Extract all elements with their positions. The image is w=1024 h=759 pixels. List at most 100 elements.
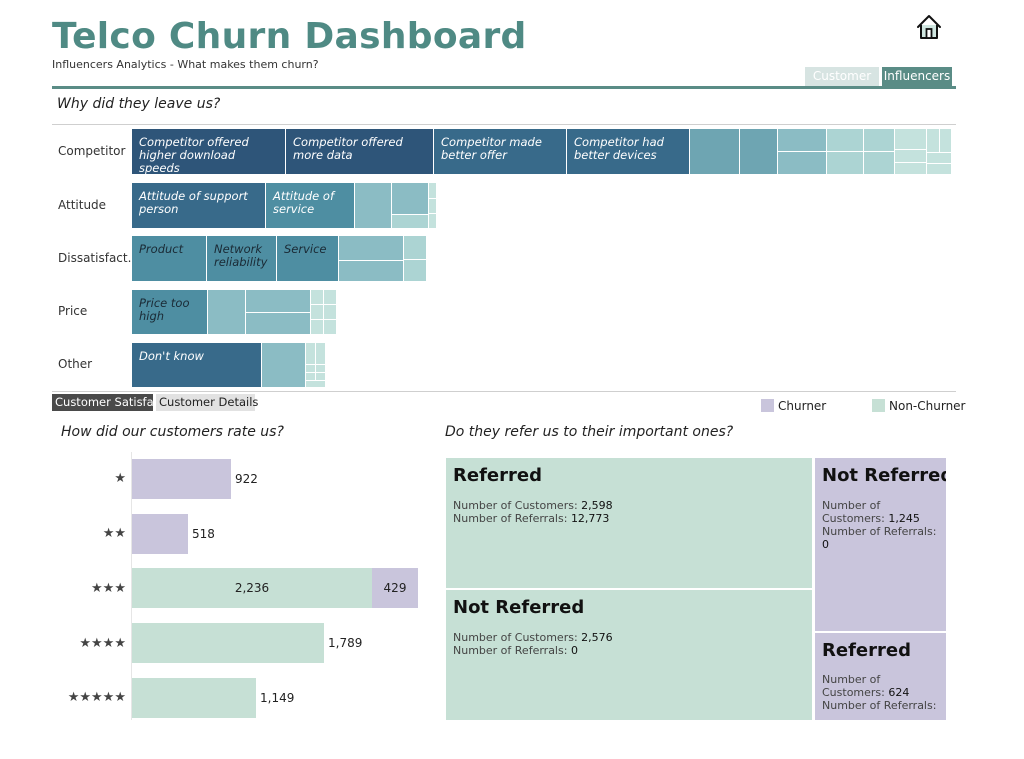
treemap-cell[interactable]: [306, 381, 326, 388]
treemap-cell[interactable]: [740, 129, 778, 175]
row-label-competitor: Competitor: [58, 144, 126, 158]
star-rating-1: ★: [114, 471, 126, 486]
referral-customers-line: Number of Customers: 624: [822, 673, 910, 699]
legend-swatch-non-churner: [872, 399, 885, 412]
treemap-cell[interactable]: [690, 129, 740, 175]
treemap-cell[interactable]: [316, 373, 326, 381]
treemap-cell[interactable]: [306, 365, 316, 373]
ratings-axis: [131, 452, 132, 720]
header-divider: [52, 86, 956, 89]
bar-non-churner[interactable]: [132, 678, 256, 718]
treemap-cell[interactable]: [827, 152, 864, 175]
treemap-cell[interactable]: [246, 313, 311, 335]
referral-block-churner-not-referred[interactable]: Not Referred Number of Customers: 1,245 N…: [815, 458, 946, 631]
treemap-cell[interactable]: [827, 129, 864, 152]
treemap-cell[interactable]: Competitor offered more data: [286, 129, 434, 175]
treemap-cell[interactable]: [208, 290, 246, 335]
treemap-cell[interactable]: Attitude of support person: [132, 183, 266, 229]
treemap-cell[interactable]: [392, 215, 429, 229]
treemap-cell[interactable]: [778, 129, 827, 152]
row-label-other: Other: [58, 357, 93, 371]
treemap-cell[interactable]: [404, 260, 427, 282]
treemap-cell[interactable]: [392, 183, 429, 215]
treemap-cell[interactable]: [311, 320, 324, 335]
treemap-cell[interactable]: [311, 290, 324, 305]
treemap-cell[interactable]: Don't know: [132, 343, 262, 388]
treemap-cell[interactable]: [895, 150, 927, 163]
treemap-cell[interactable]: [316, 343, 326, 365]
referral-block-non-churner-referred[interactable]: Referred Number of Customers: 2,598 Numb…: [446, 458, 812, 588]
treemap-cell[interactable]: [778, 152, 827, 175]
treemap-cell[interactable]: [306, 343, 316, 365]
referrals-question: Do they refer us to their important ones…: [445, 424, 734, 440]
tab-customer-details[interactable]: Customer Details: [156, 394, 258, 411]
treemap-cell[interactable]: [404, 236, 427, 260]
treemap-cell[interactable]: [262, 343, 306, 388]
treemap-cell[interactable]: [895, 163, 927, 175]
bar-value-label: 429: [383, 581, 407, 595]
treemap-cell[interactable]: [927, 164, 952, 175]
treemap-cell[interactable]: [306, 373, 316, 381]
treemap-cell[interactable]: [864, 129, 895, 152]
treemap-cell[interactable]: Price too high: [132, 290, 208, 335]
treemap-cell[interactable]: [324, 290, 337, 305]
referral-referrals-line: Number of Referrals: 12,773: [453, 512, 610, 525]
ratings-question: How did our customers rate us?: [61, 424, 284, 440]
home-icon[interactable]: [914, 13, 944, 41]
tab-influencers[interactable]: Influencers: [882, 67, 952, 86]
treemap-cell[interactable]: Product: [132, 236, 207, 282]
bar-non-churner[interactable]: [132, 623, 324, 663]
bar-churner[interactable]: [372, 568, 418, 608]
treemap-cell[interactable]: [429, 199, 437, 214]
treemap-cell[interactable]: [316, 365, 326, 373]
referral-block-churner-referred[interactable]: Referred Number of Customers: 624 Number …: [815, 633, 946, 720]
treemap-cell[interactable]: [927, 153, 952, 164]
treemap-cell[interactable]: [864, 152, 895, 175]
legend-swatch-churner: [761, 399, 774, 412]
bar-value-label: 1,789: [328, 636, 363, 650]
treemap-cell[interactable]: [429, 214, 437, 229]
treemap-cell[interactable]: [311, 305, 324, 320]
row-label-attitude: Attitude: [58, 198, 107, 212]
tab-customer-satisfaction[interactable]: Customer Satisfa..: [52, 394, 153, 411]
bar-non-churner[interactable]: [132, 568, 372, 608]
section-divider-bottom: [52, 391, 956, 392]
treemap-cell[interactable]: [895, 129, 927, 150]
referral-referrals-line: Number of Referrals:: [822, 699, 937, 712]
treemap-cell[interactable]: [339, 261, 404, 282]
referral-referrals-line: Number of Referrals: 0: [453, 644, 578, 657]
treemap-cell[interactable]: Competitor made better offer: [434, 129, 567, 175]
bar-churner[interactable]: [132, 459, 231, 499]
referral-block-title: Referred: [822, 640, 911, 661]
referral-block-non-churner-not-referred[interactable]: Not Referred Number of Customers: 2,576 …: [446, 590, 812, 720]
legend-label-churner: Churner: [778, 399, 827, 413]
treemap-cell[interactable]: [429, 183, 437, 199]
treemap-cell-label: Competitor had better devices: [574, 135, 664, 162]
treemap-cell[interactable]: [324, 320, 337, 335]
bar-value-label: 1,149: [260, 691, 295, 705]
star-rating-5: ★★★★★: [67, 690, 126, 705]
treemap-cell-label: Service: [284, 242, 327, 256]
star-rating-4: ★★★★: [79, 636, 126, 651]
treemap-cell[interactable]: Service: [277, 236, 339, 282]
treemap-cell-label: Competitor made better offer: [441, 135, 542, 162]
treemap-cell-label: Competitor offered higher download speed…: [139, 135, 249, 175]
treemap-cell[interactable]: [940, 129, 952, 153]
treemap-cell[interactable]: [355, 183, 392, 229]
legend-label-non-churner: Non-Churner: [889, 399, 966, 413]
treemap-cell-label: Product: [139, 242, 184, 256]
referral-referrals-line: Number of Referrals: 0: [822, 525, 937, 551]
treemap-cell[interactable]: Attitude of service: [266, 183, 355, 229]
bar-value-label: 2,236: [234, 581, 270, 595]
treemap-cell[interactable]: Competitor had better devices: [567, 129, 690, 175]
treemap-cell[interactable]: [339, 236, 404, 261]
referral-block-title: Referred: [453, 465, 542, 486]
treemap-cell[interactable]: [927, 129, 940, 153]
referral-block-title: Not Referred: [453, 597, 585, 618]
treemap-cell[interactable]: [324, 305, 337, 320]
tab-customer[interactable]: Customer: [805, 67, 879, 86]
bar-churner[interactable]: [132, 514, 188, 554]
treemap-cell[interactable]: Competitor offered higher download speed…: [132, 129, 286, 175]
treemap-cell[interactable]: [246, 290, 311, 313]
treemap-cell[interactable]: Network reliability: [207, 236, 277, 282]
